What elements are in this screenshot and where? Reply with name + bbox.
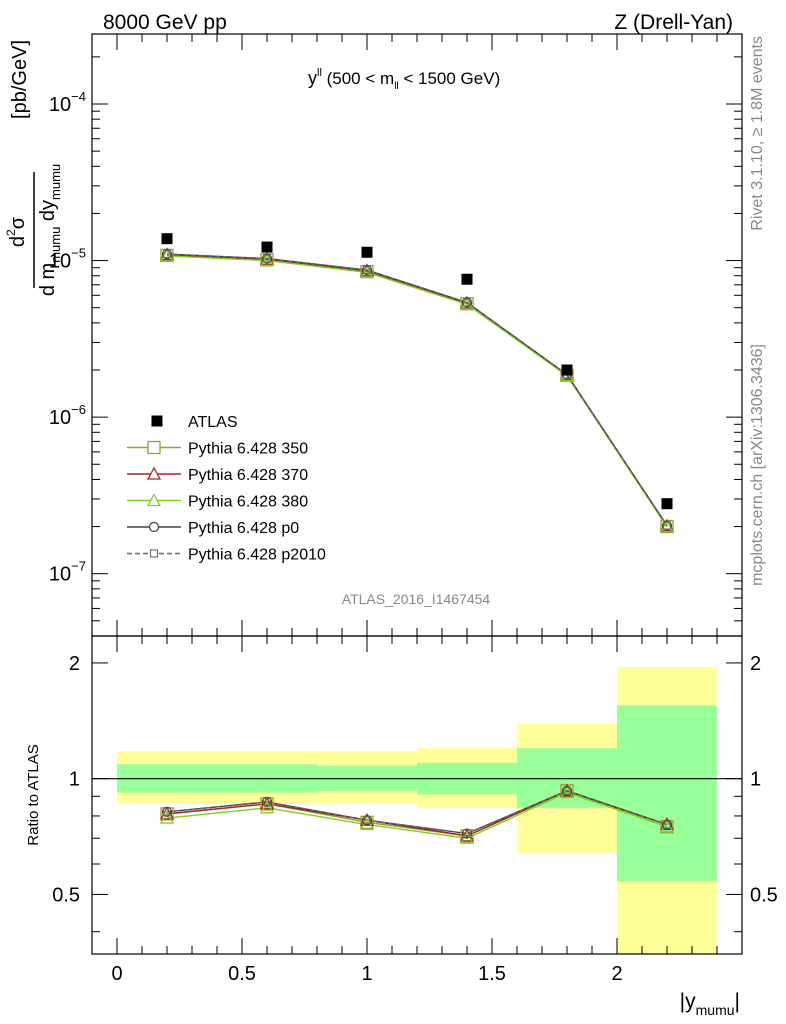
- ratio-3-point-5: [661, 819, 673, 830]
- legend: ATLAS Pythia 6.428 350 Pythia 6.428 370 Pyt…: [127, 414, 326, 564]
- ratio-tick-label-right-2: 0.5: [750, 884, 778, 906]
- legend-entry-0: Pythia 6.428 350: [127, 441, 308, 458]
- series-3-point-3: [461, 297, 473, 308]
- ratio-4-point-3: [462, 829, 472, 838]
- ratio-series-markers: [159, 783, 675, 844]
- band-stat-4: [517, 748, 617, 808]
- svg-text:d mmumu dymumu: d mmumu dymumu: [37, 164, 63, 296]
- atlas-point-5: [661, 498, 673, 510]
- atlas-point-3: [461, 273, 473, 285]
- band-stat-5: [617, 705, 717, 882]
- upper-series-lines: [166, 253, 668, 528]
- legend-entry-2: Pythia 6.428 380: [127, 493, 308, 511]
- mcplots-label: mcplots.cern.ch [arXiv:1306.3436]: [749, 344, 766, 586]
- x-tick-label-1: 0.5: [228, 963, 256, 985]
- ratio-2-point-1: [259, 800, 275, 814]
- legend-label-4: Pythia 6.428 p2010: [188, 547, 326, 564]
- axis-tick-labels: 10−4 10−5 10−6 10−7 2 2 1 1 0.5 0.5 0 0.5 1 1.5 2: [49, 89, 778, 985]
- ratio-bands: [117, 667, 717, 954]
- y-axis-label: d2σ d mmumu dymumu [pb/GeV]: [4, 40, 63, 296]
- atlas-point-0: [161, 233, 173, 245]
- ratio-3-point-3: [461, 828, 473, 839]
- x-tick-label-3: 1.5: [478, 963, 506, 985]
- series-3-point-1: [261, 253, 273, 264]
- legend-label-2: Pythia 6.428 380: [188, 494, 308, 511]
- legend-marker-2: [146, 493, 162, 507]
- series-line-4: [166, 253, 668, 526]
- ratio-2-point-0: [159, 810, 175, 824]
- legend-label-atlas: ATLAS: [188, 414, 238, 431]
- legend-entry-3: Pythia 6.428 p0: [127, 520, 299, 537]
- series-4-point-1: [262, 254, 272, 263]
- ratio-4-point-0: [162, 807, 172, 816]
- x-tick-label-0: 0: [111, 963, 122, 985]
- ratio-tick-label-right-1: 1: [750, 769, 761, 791]
- legend-marker-0: [147, 440, 161, 455]
- ratio-tick-label-left-2: 0.5: [52, 884, 80, 906]
- legend-label-1: Pythia 6.428 370: [188, 467, 308, 484]
- ratio-3-point-1: [261, 796, 273, 808]
- ratio-4-point-2: [362, 816, 372, 825]
- svg-text:d2σ: d2σ: [4, 216, 29, 247]
- series-4-point-5: [662, 521, 672, 530]
- upper-tick-label-0: 10−4: [49, 89, 86, 116]
- ratio-4-point-5: [662, 820, 672, 829]
- series-line-2: [166, 255, 668, 528]
- legend-label-0: Pythia 6.428 350: [188, 441, 308, 458]
- x-tick-label-2: 1: [361, 963, 372, 985]
- ratio-line-2: [166, 791, 668, 839]
- upper-tick-label-3: 10−7: [49, 559, 86, 586]
- series-3-point-5: [661, 520, 673, 531]
- atlas-data-points: [161, 233, 673, 510]
- upper-tick-label-1: 10−5: [49, 246, 86, 273]
- legend-label-3: Pythia 6.428 p0: [188, 520, 299, 537]
- ratio-3-point-4: [561, 785, 573, 796]
- ratio-3-point-0: [161, 806, 173, 817]
- ratio-tick-label-right-0: 2: [750, 653, 761, 675]
- rivet-label: Rivet 3.1.10, ≥ 1.8M events: [749, 36, 766, 231]
- analysis-watermark: ATLAS_2016_I1467454: [342, 591, 491, 607]
- x-tick-label-4: 2: [611, 963, 622, 985]
- svg-text:[pb/GeV]: [pb/GeV]: [9, 40, 31, 119]
- atlas-point-1: [261, 241, 273, 253]
- upper-tick-label-2: 10−6: [49, 402, 86, 429]
- ratio-line-4: [166, 790, 668, 835]
- axis-ticks: [91, 34, 743, 954]
- series-4-point-3: [462, 298, 472, 307]
- x-axis-label: |ymumu|: [680, 990, 740, 1018]
- upper-series-markers: [159, 247, 675, 534]
- atlas-point-4: [561, 364, 573, 376]
- legend-marker-3: [148, 521, 160, 533]
- series-4-point-2: [362, 265, 372, 275]
- ratio-series-lines: [166, 790, 668, 839]
- ratio-tick-label-left-0: 2: [69, 653, 80, 675]
- header-left: 8000 GeV pp: [103, 11, 227, 34]
- ratio-tick-label-left-1: 1: [69, 769, 80, 791]
- ratio-y-label: Ratio to ATLAS: [25, 744, 42, 845]
- series-3-point-0: [161, 248, 173, 260]
- ratio-4-point-4: [562, 786, 572, 795]
- legend-marker-4: [149, 549, 159, 558]
- legend-entry-atlas: ATLAS: [151, 414, 238, 431]
- legend-entry-4: Pythia 6.428 p2010: [127, 547, 326, 564]
- series-4-point-0: [162, 250, 172, 259]
- legend-marker-1: [146, 466, 162, 480]
- header-right: Z (Drell-Yan): [614, 11, 733, 34]
- atlas-point-2: [361, 246, 373, 258]
- ratio-4-point-1: [262, 797, 272, 806]
- series-line-3: [166, 253, 668, 526]
- ratio-2-point-3: [459, 830, 475, 844]
- ratio-3-point-2: [361, 815, 373, 826]
- series-line-0: [166, 254, 668, 527]
- legend-entry-1: Pythia 6.428 370: [127, 466, 308, 484]
- plot-title: yll (500 < mll < 1500 GeV): [308, 67, 500, 92]
- series-3-point-2: [361, 264, 373, 276]
- legend-marker-atlas: [151, 415, 163, 427]
- series-line-1: [166, 254, 668, 527]
